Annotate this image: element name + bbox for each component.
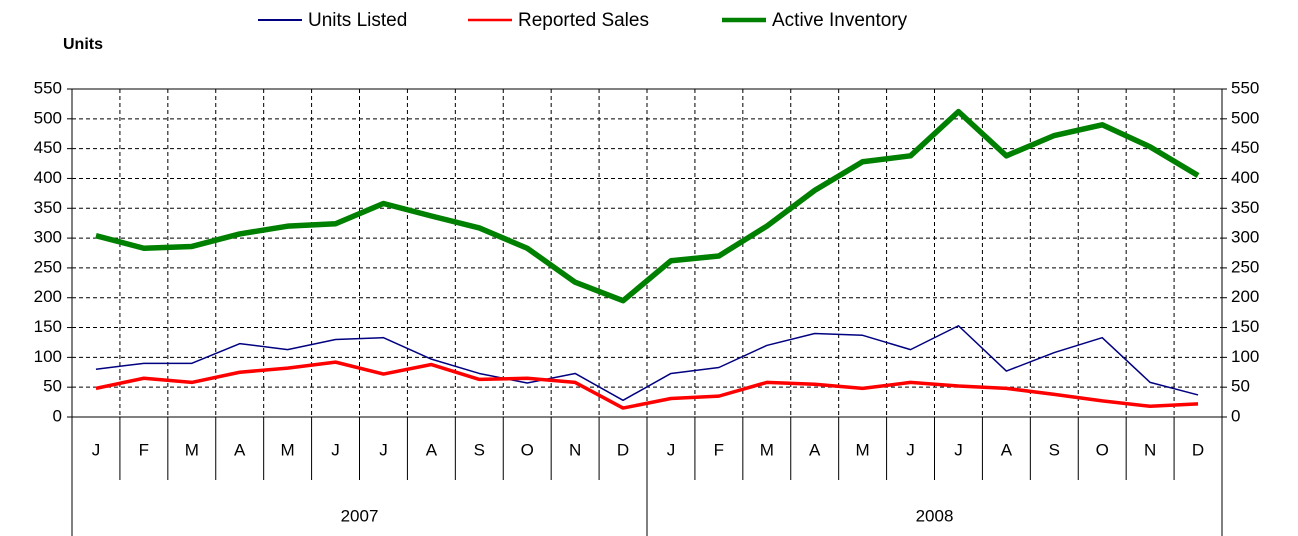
y2-tick-label: 100 <box>1231 347 1259 366</box>
x-tick-label: D <box>1192 440 1204 459</box>
x-tick-label: J <box>954 440 963 459</box>
x-tick-label: N <box>569 440 581 459</box>
y2-tick-label: 200 <box>1231 287 1259 306</box>
x-tick-label: J <box>379 440 388 459</box>
y-tick-label: 100 <box>34 347 62 366</box>
y-tick-label: 150 <box>34 317 62 336</box>
y2-tick-label: 350 <box>1231 198 1259 217</box>
x-tick-label: O <box>521 440 534 459</box>
x-tick-label: S <box>1049 440 1060 459</box>
y2-tick-label: 500 <box>1231 108 1259 127</box>
x-group-label: 2008 <box>916 506 954 525</box>
x-tick-label: M <box>856 440 870 459</box>
x-tick-label: F <box>714 440 724 459</box>
x-tick-label: M <box>281 440 295 459</box>
y-tick-label: 0 <box>53 406 62 425</box>
y2-tick-label: 50 <box>1231 377 1250 396</box>
y-tick-label: 50 <box>43 377 62 396</box>
x-tick-label: M <box>185 440 199 459</box>
x-tick-label: F <box>139 440 149 459</box>
series-line <box>95 108 1200 304</box>
y-tick-label: 250 <box>34 257 62 276</box>
series-line <box>95 325 1199 402</box>
y-tick-label: 350 <box>34 198 62 217</box>
y-tick-label: 200 <box>34 287 62 306</box>
y2-tick-label: 400 <box>1231 168 1259 187</box>
x-tick-label: O <box>1096 440 1109 459</box>
x-tick-label: A <box>234 440 246 459</box>
y-tick-label: 550 <box>34 78 62 97</box>
y2-tick-label: 250 <box>1231 257 1259 276</box>
x-tick-label: A <box>426 440 438 459</box>
y-tick-label: 300 <box>34 228 62 247</box>
x-tick-label: J <box>667 440 676 459</box>
y-tick-label: 500 <box>34 108 62 127</box>
x-tick-label: J <box>331 440 340 459</box>
y2-tick-label: 300 <box>1231 228 1259 247</box>
x-tick-label: A <box>809 440 821 459</box>
legend-label: Units Listed <box>308 10 407 31</box>
x-tick-label: A <box>1001 440 1013 459</box>
y2-tick-label: 450 <box>1231 138 1259 157</box>
legend-label: Active Inventory <box>772 10 908 31</box>
y-tick-label: 450 <box>34 138 62 157</box>
x-tick-label: S <box>474 440 485 459</box>
x-tick-label: D <box>617 440 629 459</box>
y2-tick-label: 550 <box>1231 78 1259 97</box>
x-tick-label: M <box>760 440 774 459</box>
legend-label: Reported Sales <box>518 10 649 31</box>
y-axis-label: Units <box>63 36 103 53</box>
y-tick-label: 400 <box>34 168 62 187</box>
y2-tick-label: 0 <box>1231 406 1240 425</box>
x-tick-label: J <box>92 440 101 459</box>
x-group-label: 2007 <box>341 506 379 525</box>
series-line <box>95 360 1199 410</box>
x-tick-label: J <box>906 440 915 459</box>
y2-tick-label: 150 <box>1231 317 1259 336</box>
x-tick-label: N <box>1144 440 1156 459</box>
